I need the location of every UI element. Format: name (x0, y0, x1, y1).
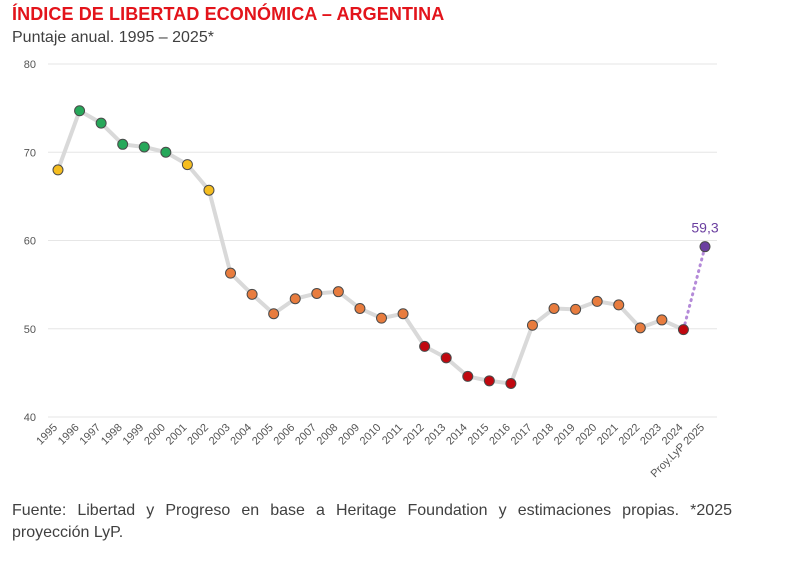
data-point (397, 308, 409, 320)
data-point (311, 287, 323, 299)
data-point (160, 146, 172, 158)
x-tick-label: 2015 (466, 422, 492, 448)
x-tick-label: 2004 (228, 422, 254, 448)
x-tick-label: 2014 (444, 422, 470, 448)
x-tick-label: 1997 (77, 422, 103, 448)
data-point (354, 302, 366, 314)
projection-line (681, 245, 707, 332)
x-tick-label: 1995 (34, 422, 60, 448)
data-point (138, 141, 150, 153)
x-tick-label: 1999 (121, 422, 147, 448)
data-point (526, 319, 538, 331)
data-point (613, 299, 625, 311)
data-point (52, 164, 64, 176)
x-tick-label: 2021 (595, 422, 621, 448)
y-axis: 40 50 60 70 80 (24, 59, 36, 424)
y-tick-label: 40 (24, 412, 36, 424)
data-label: 59,3 (691, 220, 718, 236)
data-point (591, 295, 603, 307)
data-point (570, 303, 582, 315)
x-tick-label: 2008 (315, 422, 341, 448)
x-tick-label: 2018 (530, 422, 556, 448)
x-tick-label: 2005 (250, 422, 276, 448)
data-point (203, 184, 215, 196)
data-point (117, 138, 129, 150)
data-point (699, 241, 711, 253)
x-tick-label: 2006 (272, 422, 298, 448)
data-point (246, 288, 258, 300)
x-tick-label: 2019 (552, 422, 578, 448)
x-tick-label: 2013 (423, 422, 449, 448)
y-tick-label: 60 (24, 236, 36, 248)
data-point (634, 322, 646, 334)
data-point (74, 105, 86, 117)
data-point (483, 375, 495, 387)
chart-title: ÍNDICE DE LIBERTAD ECONÓMICA – ARGENTINA (12, 4, 445, 24)
x-tick-label: 1996 (56, 422, 82, 448)
x-tick-label: 2020 (573, 422, 599, 448)
data-point (677, 324, 689, 336)
data-point (548, 302, 560, 314)
x-tick-label: 2010 (358, 422, 384, 448)
x-tick-label: 2011 (380, 422, 405, 447)
annotations: 59,3 (691, 220, 718, 236)
x-tick-label: 2002 (185, 422, 211, 448)
series-line (56, 108, 686, 386)
source-note: Fuente: Libertad y Progreso en base a He… (12, 502, 732, 541)
x-tick-label: 2007 (293, 422, 319, 448)
y-tick-label: 50 (24, 324, 36, 336)
data-point (225, 267, 237, 279)
x-tick-label: 2016 (487, 422, 513, 448)
x-tick-label: 1998 (99, 422, 125, 448)
x-tick-label: 2009 (336, 422, 362, 448)
x-tick-label: 2023 (638, 422, 664, 448)
x-tick-label: 2022 (617, 422, 643, 448)
data-point (332, 286, 344, 298)
grid-layer (48, 63, 717, 418)
x-tick-label: 2017 (509, 422, 535, 448)
data-point (419, 340, 431, 352)
y-tick-label: 70 (24, 147, 36, 159)
data-point (289, 293, 301, 305)
x-tick-label: 2001 (164, 422, 190, 448)
data-point (656, 314, 668, 326)
x-tick-label: 2000 (142, 422, 168, 448)
series-line-layer (56, 108, 707, 386)
x-axis: 1995199619971998199920002001200220032004… (34, 422, 707, 481)
data-point (376, 312, 387, 324)
data-point (268, 308, 280, 320)
data-point (95, 117, 107, 129)
x-tick-label: 2012 (401, 422, 427, 448)
data-point (462, 370, 474, 382)
data-point (505, 377, 517, 389)
x-tick-label: 2003 (207, 422, 233, 448)
data-point (181, 159, 193, 171)
chart-subtitle: Puntaje anual. 1995 – 2025* (12, 29, 214, 46)
y-tick-label: 80 (24, 59, 36, 71)
data-point (440, 352, 452, 364)
data-points (52, 105, 711, 389)
